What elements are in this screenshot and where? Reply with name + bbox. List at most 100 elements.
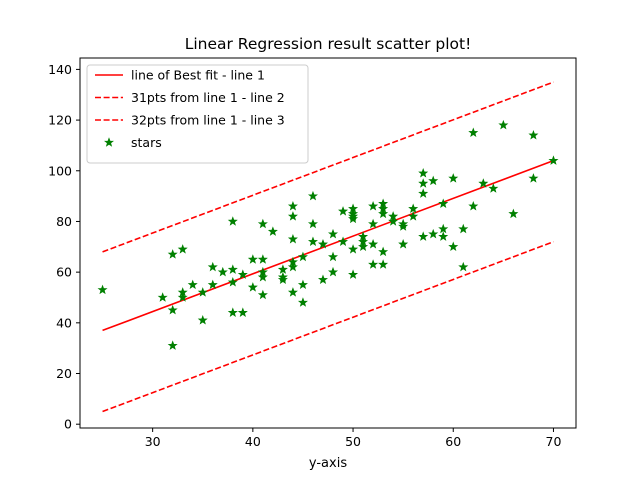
legend-label: line of Best fit - line 1	[131, 68, 265, 83]
scatter-point	[267, 226, 278, 236]
scatter-point	[277, 264, 288, 274]
scatter-point	[257, 254, 268, 264]
x-tick-label: 60	[445, 434, 461, 449]
data-points	[97, 119, 559, 350]
legend-label: 32pts from line 1 - line 3	[131, 113, 285, 128]
scatter-point	[157, 292, 168, 302]
scatter-point	[378, 203, 389, 214]
legend-star-swatch	[104, 137, 114, 147]
scatter-point	[378, 208, 389, 219]
scatter-point	[227, 307, 238, 317]
y-tick-label: 100	[48, 163, 72, 178]
scatter-point	[257, 218, 268, 229]
scatter-point	[418, 231, 429, 241]
scatter-point	[177, 292, 188, 302]
scatter-point	[428, 228, 439, 239]
scatter-point	[287, 233, 298, 244]
y-axis-ticks: 0 20 40 60 80 100 120 140	[48, 62, 80, 432]
scatter-point	[528, 130, 539, 140]
scatter-point	[237, 307, 248, 317]
legend-label: stars	[131, 135, 162, 150]
scatter-point	[338, 206, 349, 216]
chart-title: Linear Regression result scatter plot!	[185, 35, 472, 53]
scatter-point	[368, 239, 379, 249]
x-axis-ticks: 30 40 50 60 70	[145, 428, 561, 449]
scatter-point	[167, 249, 178, 259]
scatter-point	[328, 228, 339, 239]
scatter-point	[297, 297, 308, 307]
legend-box	[86, 64, 309, 164]
scatter-point	[338, 236, 349, 246]
scatter-point	[458, 223, 469, 234]
scatter-point	[468, 200, 479, 211]
scatter-point	[428, 175, 439, 186]
scatter-point	[438, 198, 449, 208]
scatter-point	[448, 173, 459, 183]
scatter-point	[217, 266, 228, 277]
y-tick-label: 40	[56, 315, 72, 330]
y-tick-label: 20	[56, 366, 72, 381]
scatter-point	[97, 284, 108, 295]
scatter-point	[358, 231, 369, 241]
scatter-point	[277, 271, 288, 282]
scatter-point	[368, 218, 379, 229]
scatter-point	[408, 211, 419, 221]
scatter-point	[197, 315, 208, 325]
scatter-point	[548, 155, 559, 165]
scatter-point	[528, 173, 539, 183]
scatter-point	[388, 216, 399, 226]
scatter-point	[287, 256, 298, 267]
scatter-point	[287, 261, 298, 272]
scatter-point	[418, 178, 429, 188]
scatter-point	[227, 264, 238, 274]
scatter-point	[257, 289, 268, 300]
scatter-point	[297, 251, 308, 262]
scatter-point	[358, 241, 369, 252]
series-line-1	[102, 159, 554, 332]
scatter-point	[378, 198, 389, 208]
scatter-point	[177, 244, 188, 254]
scatter-point	[247, 282, 258, 292]
scatter-point	[348, 208, 359, 219]
legend-label: 31pts from line 1 - line 2	[131, 90, 285, 105]
scatter-point	[368, 200, 379, 211]
series-line-3	[102, 240, 554, 413]
y-tick-label: 120	[48, 113, 72, 128]
scatter-point	[418, 168, 429, 178]
scatter-point	[498, 119, 509, 130]
scatter-point	[167, 340, 178, 350]
scatter-point	[438, 231, 449, 241]
scatter-point	[348, 203, 359, 214]
scatter-point	[187, 279, 198, 290]
scatter-point	[257, 271, 268, 282]
scatter-point	[227, 277, 238, 287]
scatter-point	[388, 211, 399, 221]
scatter-point	[287, 211, 298, 221]
scatter-point	[297, 279, 308, 290]
scatter-point	[438, 223, 449, 234]
scatter-point	[378, 259, 389, 269]
scatter-point	[227, 216, 238, 226]
scatter-point	[348, 244, 359, 254]
scatter-point	[207, 279, 218, 290]
scatter-point	[328, 251, 339, 262]
y-tick-label: 140	[48, 62, 72, 77]
scatter-point	[167, 304, 178, 315]
scatter-point	[237, 269, 248, 279]
x-tick-label: 50	[345, 434, 361, 449]
regression-lines	[102, 81, 554, 413]
scatter-point	[247, 254, 258, 264]
legend: line of Best fit - line 1 31pts from line…	[86, 64, 309, 164]
scatter-point	[478, 178, 489, 188]
scatter-point	[177, 287, 188, 297]
scatter-point	[307, 190, 318, 201]
x-axis-label: y-axis	[309, 456, 347, 471]
y-tick-label: 60	[56, 265, 72, 280]
plot-frame	[79, 57, 577, 429]
scatter-point	[307, 218, 318, 229]
y-tick-label: 0	[64, 417, 72, 432]
scatter-point	[398, 218, 409, 229]
scatter-point	[287, 200, 298, 211]
scatter-point	[378, 246, 389, 257]
